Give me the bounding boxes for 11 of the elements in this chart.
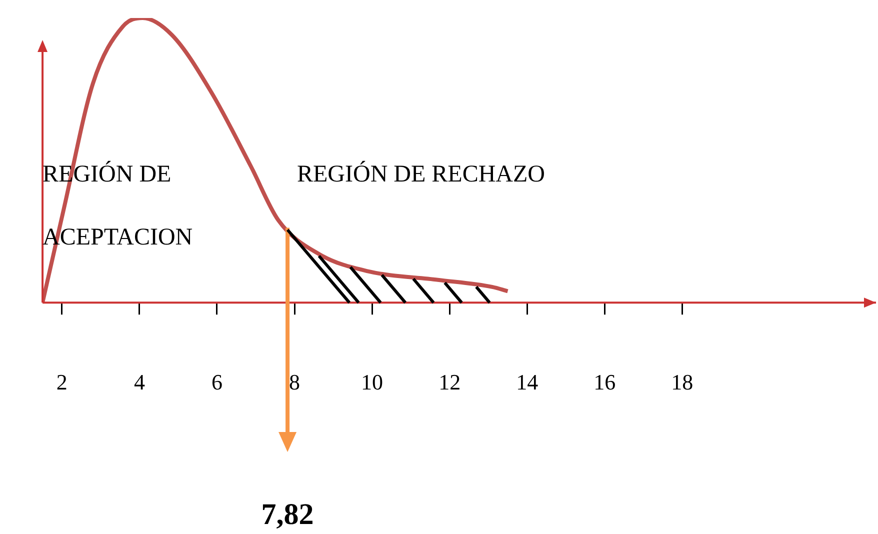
x-tick-label: 18 [671,370,694,395]
x-tick-label: 14 [516,370,538,395]
x-tick-label: 16 [594,370,616,395]
annotation: REGIÓN DE RECHAZO [297,160,545,188]
ref-line-label: 7,82 [261,498,314,531]
x-tick-label: 2 [56,370,68,395]
x-tick-label: 4 [134,370,145,395]
x-tick-label: 12 [438,370,461,395]
x-tick-label: 8 [289,370,300,395]
x-tick-label: 10 [361,370,384,395]
x-tick-label: 6 [211,370,222,395]
